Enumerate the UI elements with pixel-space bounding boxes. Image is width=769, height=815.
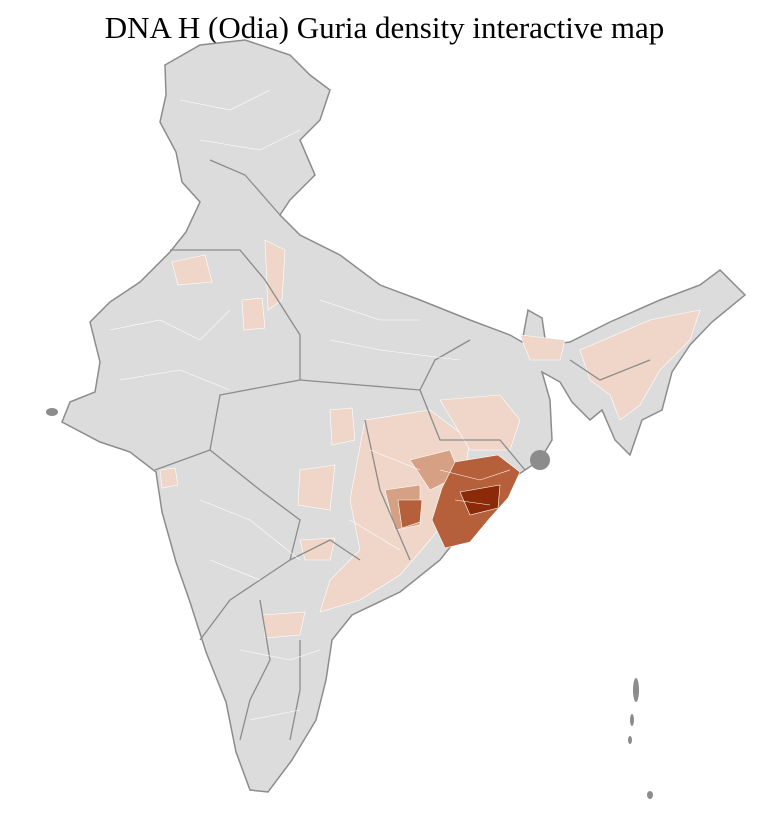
district-borders: [109, 89, 511, 721]
islands: [46, 408, 653, 799]
state-borders: [154, 159, 651, 741]
highest-density-regions[interactable]: [459, 484, 501, 516]
map-title: DNA H (Odia) Guria density interactive m…: [104, 10, 665, 45]
